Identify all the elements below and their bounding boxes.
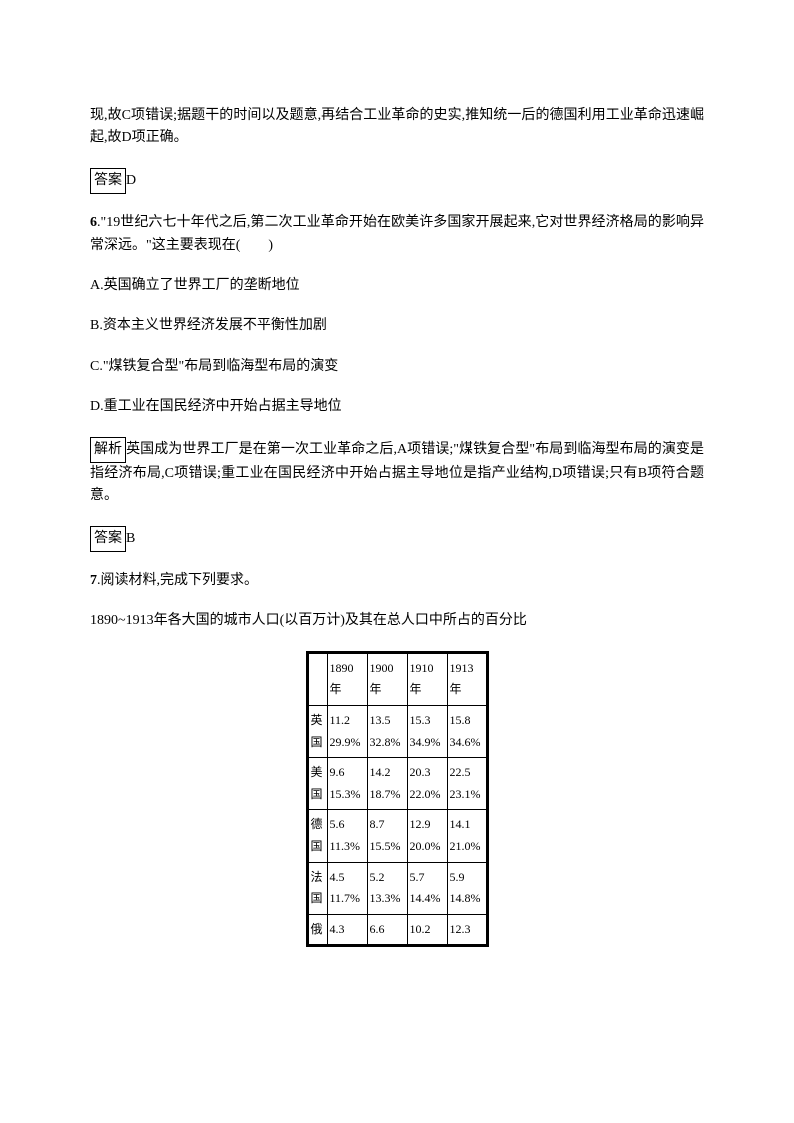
answer-6: 答案B <box>90 526 704 552</box>
cell: 5.213.3% <box>367 862 407 914</box>
row-country: 俄 <box>307 914 327 946</box>
analysis-label: 解析 <box>90 437 126 463</box>
header-col: 1900年 <box>367 652 407 705</box>
question-number: 6 <box>90 215 97 230</box>
header-col: 1913年 <box>447 652 487 705</box>
row-country: 美国 <box>307 758 327 810</box>
cell: 9.615.3% <box>327 758 367 810</box>
cell: 14.218.7% <box>367 758 407 810</box>
intro-paragraph: 现,故C项错误;据题干的时间以及题意,再结合工业革命的史实,推知统一后的德国利用… <box>90 105 704 150</box>
header-col: 1910年 <box>407 652 447 705</box>
option-b: B.资本主义世界经济发展不平衡性加剧 <box>90 315 704 337</box>
question-text: ."19世纪六七十年代之后,第二次工业革命开始在欧美许多国家开展起来,它对世界经… <box>90 215 704 252</box>
answer-label: 答案 <box>90 168 126 194</box>
row-country: 德国 <box>307 810 327 862</box>
cell: 4.511.7% <box>327 862 367 914</box>
option-c: C."煤铁复合型"布局到临海型布局的演变 <box>90 356 704 378</box>
answer-5: 答案D <box>90 168 704 194</box>
population-table: 1890年 1900年 1910年 1913年 英国 11.229.9% 13.… <box>306 651 489 948</box>
cell: 10.2 <box>407 914 447 946</box>
cell: 22.523.1% <box>447 758 487 810</box>
cell: 6.6 <box>367 914 407 946</box>
answer-value: D <box>126 173 136 188</box>
cell: 15.834.6% <box>447 706 487 758</box>
cell: 5.611.3% <box>327 810 367 862</box>
cell: 5.914.8% <box>447 862 487 914</box>
cell: 14.121.0% <box>447 810 487 862</box>
cell: 13.532.8% <box>367 706 407 758</box>
row-country: 法国 <box>307 862 327 914</box>
answer-value: B <box>126 531 135 546</box>
header-col: 1890年 <box>327 652 367 705</box>
table-row: 法国 4.511.7% 5.213.3% 5.714.4% 5.914.8% <box>307 862 487 914</box>
analysis-6: 解析英国成为世界工厂是在第一次工业革命之后,A项错误;"煤铁复合型"布局到临海型… <box>90 437 704 508</box>
question-number: 7 <box>90 573 97 588</box>
cell: 5.714.4% <box>407 862 447 914</box>
option-a: A.英国确立了世界工厂的垄断地位 <box>90 275 704 297</box>
table-caption: 1890~1913年各大国的城市人口(以百万计)及其在总人口中所占的百分比 <box>90 610 704 632</box>
cell: 12.3 <box>447 914 487 946</box>
cell: 4.3 <box>327 914 367 946</box>
cell: 15.334.9% <box>407 706 447 758</box>
question-text: .阅读材料,完成下列要求。 <box>97 573 258 588</box>
table-row: 英国 11.229.9% 13.532.8% 15.334.9% 15.834.… <box>307 706 487 758</box>
question-7-stem: 7.阅读材料,完成下列要求。 <box>90 570 704 592</box>
option-d: D.重工业在国民经济中开始占据主导地位 <box>90 396 704 418</box>
header-blank <box>307 652 327 705</box>
table-row: 美国 9.615.3% 14.218.7% 20.322.0% 22.523.1… <box>307 758 487 810</box>
table-row: 德国 5.611.3% 8.715.5% 12.920.0% 14.121.0% <box>307 810 487 862</box>
table-row: 俄 4.3 6.6 10.2 12.3 <box>307 914 487 946</box>
cell: 8.715.5% <box>367 810 407 862</box>
table-container: 1890年 1900年 1910年 1913年 英国 11.229.9% 13.… <box>90 651 704 948</box>
table-header-row: 1890年 1900年 1910年 1913年 <box>307 652 487 705</box>
row-country: 英国 <box>307 706 327 758</box>
cell: 11.229.9% <box>327 706 367 758</box>
cell: 12.920.0% <box>407 810 447 862</box>
answer-label: 答案 <box>90 526 126 552</box>
question-6-stem: 6."19世纪六七十年代之后,第二次工业革命开始在欧美许多国家开展起来,它对世界… <box>90 212 704 257</box>
analysis-text: 英国成为世界工厂是在第一次工业革命之后,A项错误;"煤铁复合型"布局到临海型布局… <box>90 442 704 504</box>
cell: 20.322.0% <box>407 758 447 810</box>
